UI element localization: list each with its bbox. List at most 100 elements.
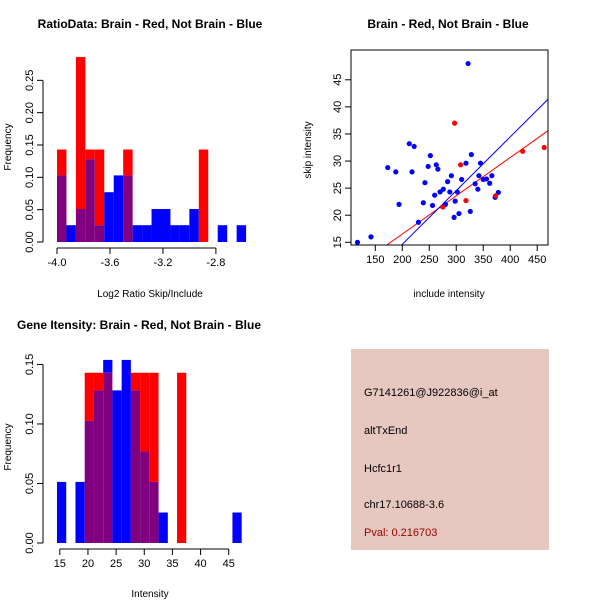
- intensity-histogram-chart: Gene Itensity: Brain - Red, Not Brain - …: [3, 318, 261, 600]
- intensity-chart-title: Gene Itensity: Brain - Red, Not Brain - …: [17, 318, 261, 332]
- scatter-y-tick-label: 20: [332, 209, 344, 221]
- not-brain-point: [456, 210, 462, 217]
- pval-text: Pval: 0.216703: [364, 527, 437, 539]
- brain-point: [493, 193, 499, 199]
- not-brain-point: [463, 160, 469, 166]
- intensity-y-tick-label: 0.15: [24, 354, 36, 375]
- not-brain-point: [406, 141, 412, 147]
- intensity-overlap-bar: [84, 420, 94, 543]
- intensity-x-tick-label: 45: [223, 558, 235, 570]
- intensity-overlap-bar: [130, 390, 141, 543]
- intensity-y-axis: 0.00 0.05 0.10 0.15: [24, 354, 44, 554]
- not-brain-point: [409, 169, 415, 175]
- scatter-y-label: skip intensity: [303, 121, 314, 178]
- brain-point: [520, 148, 526, 154]
- intensity-overlap-bar: [103, 372, 113, 543]
- ratio-not-brain-bar: [113, 175, 124, 242]
- ratio-overlap-bar: [85, 159, 95, 242]
- not-brain-point: [433, 162, 439, 168]
- brain-point: [541, 144, 547, 151]
- intensity-x-tick-label: 25: [110, 558, 122, 570]
- scatter-x-tick-label: 300: [447, 254, 465, 266]
- ratio-y-axis: 0.00 0.05 0.10 0.15 0.20 0.25: [24, 70, 44, 253]
- intensity-y-tick-label: 0.00: [24, 532, 36, 553]
- scatter-y-tick-label: 40: [332, 101, 344, 113]
- brain-point: [463, 197, 469, 204]
- ratio-bars: [57, 57, 247, 242]
- intensity-brain-bar: [149, 372, 159, 482]
- info-panel-background: [351, 349, 549, 550]
- scatter-chart-title: Brain - Red, Not Brain - Blue: [367, 17, 529, 31]
- not-brain-point: [448, 173, 454, 179]
- scatter-y-tick-label: 30: [332, 155, 344, 167]
- not-brain-point: [489, 173, 495, 179]
- ratio-not-brain-bar: [66, 225, 76, 242]
- scatter-y-axis: 15 20 25 30 35 40 45: [332, 74, 352, 248]
- scatter-y-tick-label: 15: [332, 236, 344, 248]
- gene-name-text: Hcfc1r1: [364, 463, 402, 475]
- ratio-brain-bar: [123, 149, 133, 176]
- scatter-chart: Brain - Red, Not Brain - Blue 150 200 250 3…: [303, 17, 549, 300]
- ratio-x-axis: -4.0 -3.6 -3.2 -2.8: [48, 247, 225, 269]
- ratio-brain-bar: [85, 149, 95, 160]
- intensity-x-tick-label: 35: [166, 558, 178, 570]
- intensity-overlap-bar: [149, 481, 159, 543]
- ratio-not-brain-bar: [236, 225, 247, 242]
- not-brain-point: [425, 163, 431, 170]
- scatter-x-axis: 150 200 250 300 350 400 450: [366, 244, 546, 266]
- ratio-y-label: Frequency: [3, 123, 14, 170]
- intensity-x-axis: 15 20 25 30 35 40 45: [54, 548, 235, 570]
- scatter-plot-frame: [350, 49, 549, 246]
- scatter-x-tick-label: 150: [366, 254, 384, 266]
- scatter-x-tick-label: 250: [420, 254, 438, 266]
- not-brain-point: [445, 179, 451, 185]
- not-brain-point: [368, 234, 374, 240]
- scatter-x-tick-label: 350: [474, 254, 492, 266]
- ratio-not-brain-bar: [160, 209, 171, 242]
- location-text: chr17.10688-3.6: [364, 499, 444, 511]
- intensity-bars: [57, 359, 242, 543]
- not-brain-point: [427, 153, 433, 159]
- intensity-x-tick-label: 40: [194, 558, 206, 570]
- intensity-brain-bar: [93, 372, 104, 391]
- not-brain-point: [432, 192, 438, 198]
- ratio-x-tick-label: -2.8: [206, 257, 225, 269]
- not-brain-point: [354, 239, 361, 245]
- intensity-brain-bar: [130, 372, 141, 391]
- not-brain-point: [440, 186, 446, 192]
- ratio-not-brain-bar: [170, 225, 180, 242]
- intensity-brain-bar: [84, 372, 94, 421]
- not-brain-point: [468, 151, 474, 158]
- ratio-overlap-bar: [57, 175, 67, 242]
- not-brain-fit-line: [400, 98, 548, 245]
- ratio-brain-bar: [198, 149, 209, 242]
- probe-info-panel: G7141261@J922836@i_at altTxEnd Hcfc1r1 c…: [351, 349, 549, 550]
- ratio-not-brain-bar: [151, 209, 161, 242]
- ratio-y-tick-label: 0.20: [24, 102, 36, 123]
- probe-id-text: G7141261@J922836@i_at: [364, 387, 498, 399]
- ratio-x-tick-label: -4.0: [48, 257, 67, 269]
- not-brain-point: [476, 173, 482, 179]
- ratio-y-tick-label: 0.25: [24, 70, 36, 91]
- ratio-chart-title: RatioData: Brain - Red, Not Brain - Blue: [38, 17, 263, 31]
- intensity-not-brain-bar: [232, 512, 242, 543]
- not-brain-point: [451, 214, 457, 220]
- ratio-not-brain-bar: [189, 209, 199, 242]
- ratio-y-tick-label: 0.15: [24, 134, 36, 155]
- not-brain-point: [477, 160, 484, 166]
- ratio-x-tick-label: -3.6: [100, 257, 119, 269]
- scatter-x-tick-label: 450: [528, 254, 546, 266]
- not-brain-point: [415, 219, 422, 225]
- scatter-x-tick-label: 200: [393, 254, 411, 266]
- ratio-overlap-bar: [123, 175, 133, 242]
- not-brain-point: [465, 60, 471, 67]
- intensity-not-brain-bar: [103, 359, 113, 373]
- ratio-histogram-chart: RatioData: Brain - Red, Not Brain - Blue…: [3, 17, 263, 300]
- intensity-y-tick-label: 0.10: [24, 413, 36, 434]
- ratio-not-brain-bar: [179, 225, 190, 242]
- not-brain-point: [420, 200, 426, 206]
- brain-point: [440, 204, 446, 210]
- ratio-brain-bar: [75, 57, 86, 210]
- not-brain-point: [459, 176, 465, 183]
- ratio-y-tick-label: 0.10: [24, 167, 36, 188]
